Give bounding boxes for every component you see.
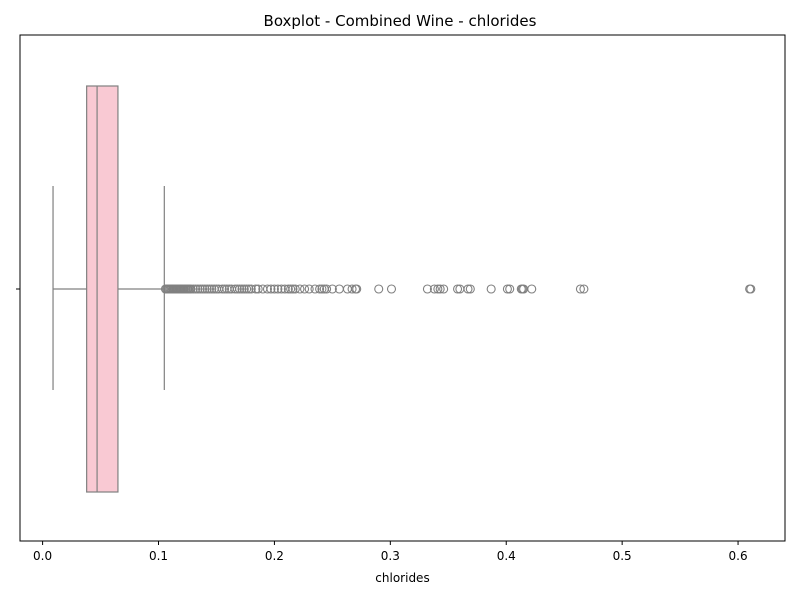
outlier-point (204, 284, 215, 294)
outlier-point (244, 284, 254, 294)
outlier-point (237, 284, 247, 294)
outlier-point (200, 284, 210, 294)
outlier-point (276, 284, 286, 294)
outlier-point (315, 284, 325, 294)
outlier-point (435, 284, 445, 294)
x-tick-label: 0.6 (729, 549, 748, 563)
outlier-point (429, 284, 439, 294)
outlier-point (433, 284, 443, 294)
outlier-point (266, 284, 276, 294)
outlier-point (463, 284, 473, 294)
outlier-point (235, 284, 245, 294)
x-tick-label: 0.2 (265, 549, 284, 563)
x-axis-label: chlorides (375, 571, 429, 585)
outlier-point (290, 284, 300, 294)
outlier-point (191, 284, 201, 294)
outlier-point (207, 284, 217, 294)
outlier-point (347, 284, 357, 294)
outlier-point (310, 284, 320, 294)
outlier-point (232, 284, 242, 294)
outlier-point (242, 284, 252, 294)
outlier-point (422, 284, 432, 294)
outlier-point (195, 284, 205, 294)
outlier-point (327, 284, 337, 294)
outlier-point (579, 284, 589, 294)
outlier-point (193, 284, 203, 294)
plot-area (19, 34, 786, 542)
outlier-point (273, 284, 283, 294)
chart-title: Boxplot - Combined Wine - chlorides (264, 12, 537, 30)
outlier-point (239, 284, 249, 294)
outlier-point (486, 284, 496, 294)
x-tick-label: 0.1 (149, 549, 168, 563)
outlier-point (505, 284, 515, 294)
x-axis: 0.0 0.1 0.2 0.3 0.4 0.5 0.6 (33, 541, 748, 563)
x-tick-label: 0.5 (613, 549, 632, 563)
data-layer (52, 85, 756, 493)
outlier-point (575, 284, 585, 294)
outlier-point (283, 284, 293, 294)
outlier-point (253, 284, 263, 294)
outlier-point (439, 284, 449, 294)
outlier-point (288, 284, 298, 294)
outlier-point (352, 284, 362, 294)
outlier-point (217, 284, 227, 294)
outlier-point (246, 284, 256, 294)
x-tick-label: 0.3 (381, 549, 400, 563)
outlier-point (317, 284, 327, 294)
iqr-box (86, 85, 119, 493)
outlier-point (269, 284, 279, 294)
outlier-point (202, 284, 212, 294)
outlier-point (465, 284, 475, 294)
outlier-point (374, 284, 384, 294)
outlier-point (304, 284, 314, 294)
outlier-point (322, 284, 332, 294)
outlier-point (188, 284, 198, 294)
outlier-point (286, 284, 296, 294)
outlier-point (262, 284, 273, 294)
outlier-point (295, 284, 305, 294)
outlier-point (230, 284, 240, 294)
outlier-point (300, 284, 310, 294)
x-tick-label: 0.4 (497, 549, 516, 563)
x-tick-label: 0.0 (33, 549, 52, 563)
outlier-point (453, 284, 463, 294)
outlier-point (220, 284, 230, 294)
outlier-point (746, 284, 756, 294)
outlier-point (186, 284, 196, 294)
outlier-point (386, 284, 397, 294)
outlier-point (198, 284, 208, 294)
outlier-point (527, 284, 537, 294)
outlier-point (251, 284, 261, 294)
outlier-point (502, 284, 512, 294)
